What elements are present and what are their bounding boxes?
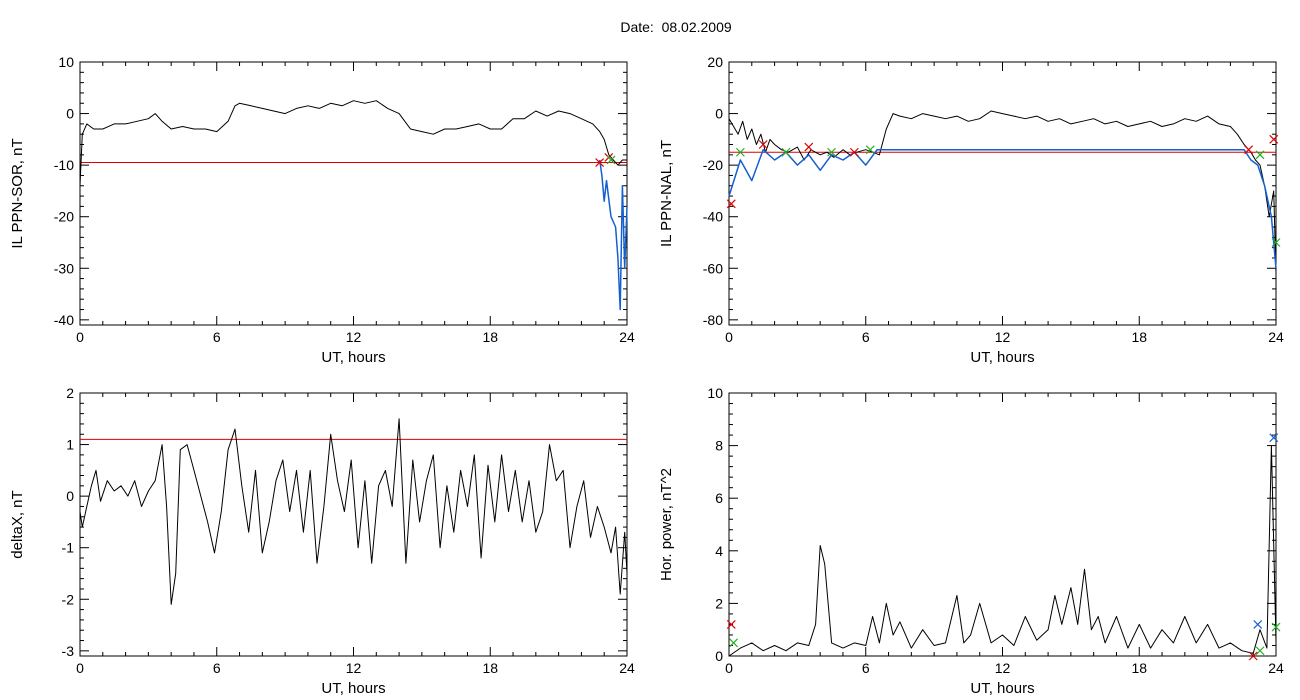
x-tick-label: 18: [1131, 329, 1147, 345]
data-marker: [735, 147, 745, 157]
x-tick-label: 24: [1268, 329, 1284, 345]
data-marker: [1269, 433, 1279, 443]
data-trace: [728, 445, 1277, 657]
x-tick-label: 0: [725, 329, 733, 345]
y-tick-label: -40: [703, 209, 723, 225]
x-tick-label: 12: [995, 660, 1011, 676]
y-tick-label: 0: [715, 106, 723, 122]
data-marker: [1271, 238, 1281, 247]
x-axis-label: UT, hours: [321, 349, 385, 366]
y-axis-label: IL PPN-NAL, nT: [658, 140, 675, 247]
chart-hor-power: 0 6 12 18 24 10 8 6 4 2 0 UT, hours Hor. power, nT^2: [658, 385, 1284, 697]
y-tick-label: 10: [58, 54, 74, 70]
highlight-trace: [598, 159, 628, 311]
x-tick-label: 12: [346, 329, 362, 345]
y-tick-label: -1: [62, 540, 75, 556]
y-tick-label: 4: [715, 543, 723, 559]
x-tick-label: 24: [619, 660, 635, 676]
y-tick-label: -3: [62, 643, 75, 659]
data-marker: [595, 158, 605, 167]
y-tick-label: 0: [66, 488, 74, 504]
y-tick-label: -2: [62, 591, 75, 607]
x-tick-label: 18: [482, 660, 498, 676]
plot-frame: [79, 392, 628, 657]
y-tick-label: -10: [54, 157, 74, 173]
data-marker: [1253, 620, 1263, 629]
x-tick-label: 6: [862, 329, 870, 345]
data-marker: [729, 638, 738, 648]
x-tick-label: 6: [862, 660, 870, 676]
x-tick-label: 12: [995, 329, 1011, 345]
y-axis-label: Hor. power, nT^2: [658, 468, 675, 581]
y-tick-label: 2: [66, 385, 74, 401]
x-tick-label: 24: [619, 329, 635, 345]
y-tick-label: -30: [54, 260, 74, 276]
y-tick-label: 8: [715, 438, 723, 454]
data-marker: [865, 145, 875, 155]
data-marker: [726, 620, 736, 629]
data-marker: [781, 147, 791, 157]
data-marker: [1248, 651, 1258, 661]
x-tick-label: 0: [76, 660, 84, 676]
data-trace: [728, 110, 1277, 274]
chart-deltax: 0 6 12 18 24 2 1 0 -1 -2 -3 UT, hours deltaX, nT: [9, 385, 635, 697]
x-tick-label: 18: [482, 329, 498, 345]
data-trace: [79, 100, 627, 186]
y-tick-label: 1: [66, 437, 74, 453]
y-tick-label: 0: [66, 106, 74, 122]
y-tick-label: -60: [703, 260, 723, 276]
y-tick-label: -80: [703, 312, 723, 328]
data-marker: [1255, 646, 1265, 656]
x-axis-label: UT, hours: [321, 680, 385, 697]
data-marker: [1269, 134, 1279, 144]
x-tick-label: 18: [1131, 660, 1147, 676]
plot-frame: [728, 61, 1277, 326]
y-axis-label: IL PPN-SOR, nT: [9, 138, 26, 248]
x-axis-label: UT, hours: [970, 349, 1034, 366]
data-marker: [827, 147, 836, 157]
data-marker: [1271, 622, 1281, 632]
x-tick-label: 0: [76, 329, 84, 345]
data-marker: [606, 155, 616, 165]
y-tick-label: 2: [715, 595, 723, 611]
page-title: Date: 08.02.2009: [620, 19, 732, 35]
x-tick-label: 24: [1268, 660, 1284, 676]
data-marker: [849, 147, 859, 157]
x-tick-label: 6: [213, 660, 221, 676]
y-tick-label: -20: [54, 209, 74, 225]
x-axis-label: UT, hours: [970, 680, 1034, 697]
y-tick-label: 10: [707, 385, 723, 401]
y-tick-label: 0: [715, 648, 723, 664]
y-tick-label: -20: [703, 157, 723, 173]
x-tick-label: 6: [213, 329, 221, 345]
x-tick-label: 12: [346, 660, 362, 676]
data-marker: [726, 199, 736, 209]
data-marker: [1244, 145, 1254, 155]
y-tick-label: -40: [54, 312, 74, 328]
chart-ppn-sor: 0 6 12 18 24 10 0 -10 -20 -30 -40 UT, hours IL PPN-S…: [9, 54, 635, 366]
data-marker: [758, 140, 768, 149]
data-marker: [1255, 150, 1265, 160]
plot-frame: [728, 392, 1277, 657]
y-tick-label: 6: [715, 490, 723, 506]
data-trace: [79, 418, 628, 605]
highlight-trace: [728, 148, 1277, 269]
plot-frame: [79, 61, 628, 326]
data-marker: [804, 142, 814, 152]
chart-ppn-nal: 0 6 12 18 24 20 0 -20 -40 -60 -80 UT, hours IL PPN-N…: [658, 54, 1284, 366]
y-axis-label: deltaX, nT: [9, 490, 26, 558]
y-tick-label: 20: [707, 54, 723, 70]
x-tick-label: 0: [725, 660, 733, 676]
